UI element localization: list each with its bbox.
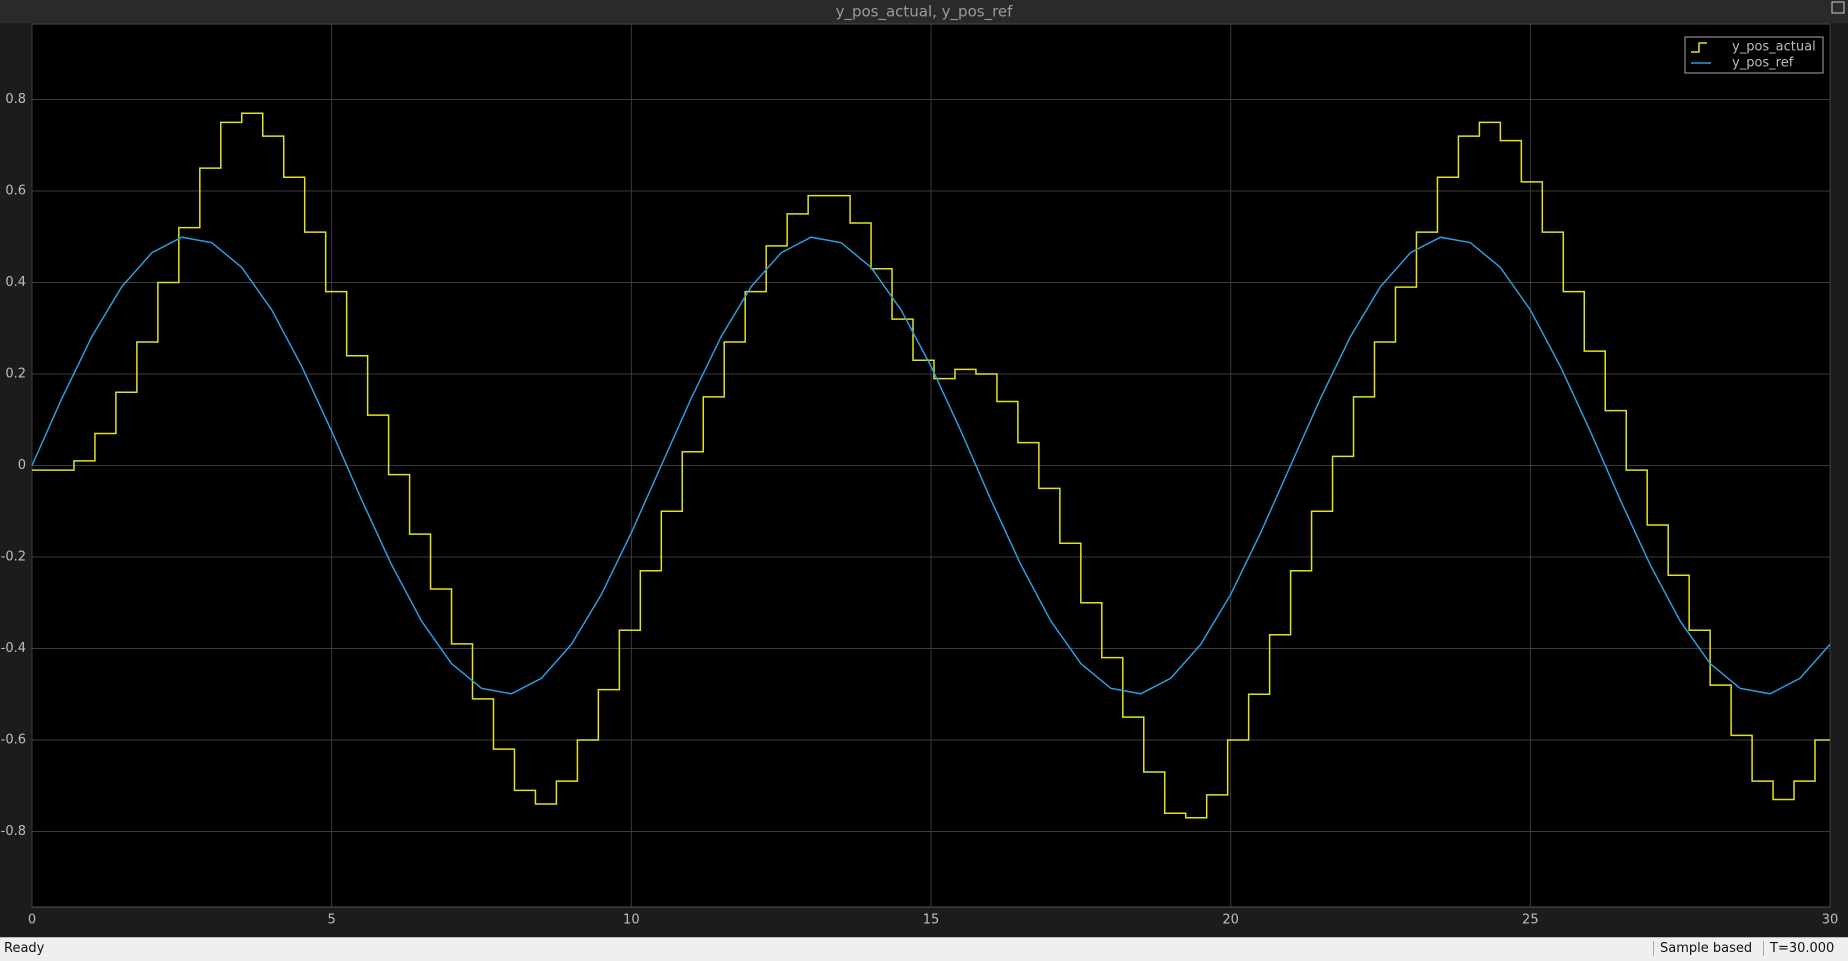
- status-text: Ready: [4, 941, 45, 956]
- series-line: [32, 112, 1830, 819]
- time-text: T=30.000: [1763, 941, 1834, 956]
- y-tick-label: -0.2: [1, 550, 26, 565]
- legend-swatch: [1691, 42, 1707, 53]
- x-tick-label: 15: [923, 913, 940, 928]
- x-tick-label: 5: [328, 913, 336, 928]
- y-tick-label: -0.8: [1, 824, 26, 839]
- y-tick-label: 0.4: [5, 275, 26, 290]
- legend-box: [1684, 36, 1824, 74]
- y-tick-label: -0.4: [1, 641, 26, 656]
- x-tick-label: 0: [28, 913, 36, 928]
- undock-button[interactable]: [1831, 1, 1845, 14]
- legend-label: y_pos_ref: [1732, 56, 1794, 71]
- status-bar: Ready Sample based T=30.000: [0, 937, 1848, 961]
- title-bar: [0, 0, 1848, 23]
- x-tick-label: 30: [1822, 913, 1839, 928]
- x-tick-label: 25: [1522, 913, 1539, 928]
- x-tick-label: 20: [1222, 913, 1239, 928]
- y-tick-label: 0.2: [5, 366, 26, 381]
- y-tick-label: -0.6: [1, 733, 26, 748]
- series-line: [31, 236, 1831, 695]
- x-tick-label: 10: [623, 913, 640, 928]
- y-tick-label: 0.6: [5, 183, 26, 198]
- y-tick-label: 0: [18, 458, 26, 473]
- y-tick-label: 0.8: [5, 92, 26, 107]
- chart-title: y_pos_actual, y_pos_ref: [836, 3, 1014, 22]
- mode-text: Sample based: [1653, 941, 1752, 956]
- legend-label: y_pos_actual: [1732, 40, 1816, 55]
- chart: y_pos_actual, y_pos_ref -0.8 -0.6 -0.4 -0.2…: [0, 0, 1848, 928]
